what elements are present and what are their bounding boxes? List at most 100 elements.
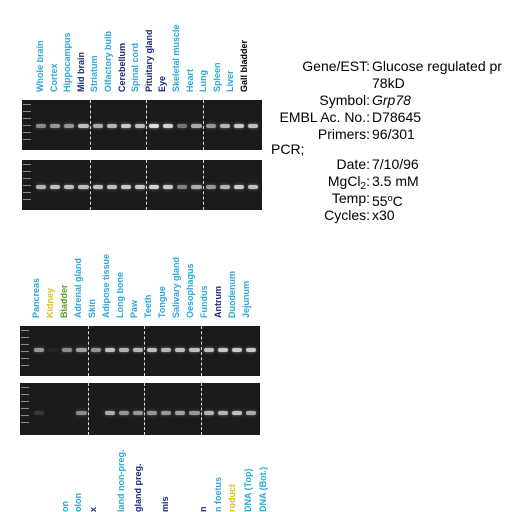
panel3-lane-label: olon — [73, 493, 83, 512]
panel2-gel-bottom — [20, 383, 260, 435]
panel2-lane-label: Antrum — [213, 286, 223, 318]
gene-key: Gene/EST: — [302, 58, 370, 74]
lane-divider — [146, 160, 147, 210]
ladder-mark — [23, 192, 31, 193]
panel1-bottom-band — [64, 185, 75, 189]
ladder-mark — [23, 118, 31, 119]
panel2-bottom-band — [118, 411, 129, 415]
lane-divider — [89, 160, 91, 210]
cycles-key: Cycles: — [324, 207, 370, 223]
panel1-top-band — [50, 124, 61, 128]
ladder-mark — [23, 178, 31, 179]
panel2-bottom-band — [132, 411, 143, 415]
lane-divider — [202, 100, 204, 150]
ladder-mark — [21, 415, 29, 416]
panel1-bottom-band — [50, 185, 61, 189]
panel1-top-band — [92, 124, 103, 128]
date-key: Date: — [336, 156, 370, 172]
panel2-gel-top — [20, 326, 260, 376]
panel3-lane-label: n — [198, 506, 208, 512]
panel2-lane-label: Pancreas — [31, 277, 41, 318]
date-value: 7/10/96 — [372, 156, 419, 172]
cycles-value: x30 — [372, 207, 395, 223]
panel2-top-band — [161, 348, 172, 352]
panel2-lane-label: Kidney — [45, 287, 55, 318]
panel2-bottom-band — [217, 411, 228, 415]
panel3-lane-label: x — [88, 506, 98, 512]
ladder-mark — [21, 394, 29, 395]
panel2-lane-label: Paw — [129, 299, 139, 318]
panel2-top-band — [132, 348, 143, 352]
panel1-bottom-band — [36, 185, 47, 189]
panel1-top-band — [120, 124, 131, 128]
panel2-bottom-band — [76, 411, 87, 415]
mgcl-key: MgCl2: — [328, 173, 370, 195]
panel1-bottom-band — [191, 185, 202, 189]
panel1-top-band — [191, 124, 202, 128]
panel1-gel-top — [22, 100, 262, 150]
ladder-mark — [23, 171, 31, 172]
panel1-bottom-band — [149, 185, 160, 189]
ladder-mark — [21, 330, 29, 331]
mgcl-key-main: MgCl — [327, 173, 361, 189]
lane-divider — [144, 326, 145, 376]
panel2-top-band — [76, 348, 87, 352]
ladder-mark — [21, 422, 29, 423]
panel1-bottom-band — [205, 185, 216, 189]
temp-value-unit: C — [392, 193, 403, 209]
mgcl-key-sub: 2 — [360, 181, 367, 192]
ladder-mark — [23, 185, 31, 186]
lane-divider — [144, 383, 145, 435]
panel2-top-band — [203, 348, 214, 352]
ladder-mark — [21, 401, 29, 402]
panel1-top-band — [233, 124, 244, 128]
ladder-mark — [23, 132, 31, 133]
ladder-mark — [21, 365, 29, 366]
panel1-bottom-band — [92, 185, 103, 189]
panel2-lane-label: Adrenal gland — [73, 257, 83, 318]
panel2-top-band — [34, 348, 45, 352]
ladder-mark — [23, 125, 31, 126]
panel2-top-band — [90, 348, 101, 352]
panel1-bottom-band — [106, 185, 117, 189]
panel2-bottom-band — [147, 411, 158, 415]
panel1-gel-bottom — [22, 160, 262, 210]
panel1-top-band — [134, 124, 145, 128]
panel1-top-band — [247, 124, 258, 128]
panel2-top-band — [147, 348, 158, 352]
panel1-bottom-band — [78, 185, 89, 189]
panel1-bottom-band — [219, 185, 230, 189]
panel2-lane-label: Adipose tissue — [101, 253, 111, 318]
lane-divider — [200, 326, 202, 376]
lane-divider — [87, 326, 89, 376]
ladder-mark — [23, 139, 31, 140]
ladder-mark — [21, 337, 29, 338]
panel1-top-band — [64, 124, 75, 128]
gene-info-block: Gene/EST: Glucose regulated pr 78kD Symb… — [0, 58, 512, 228]
panel1-bottom-band — [247, 185, 258, 189]
temp-value-num: 55 — [372, 193, 388, 209]
panel3-lane-label: n foetus — [213, 477, 223, 512]
ladder-mark — [21, 344, 29, 345]
panel3-lane-label: land non-preg. — [116, 449, 126, 512]
panel2-top-band — [62, 348, 73, 352]
panel1-top-band — [163, 124, 174, 128]
gene-value: Glucose regulated pr — [372, 58, 502, 74]
panel2-lane-label: Bladder — [59, 284, 69, 318]
primers-key: Primers: — [317, 126, 370, 142]
panel2-lane-label: Fundus — [199, 285, 209, 319]
panel3-lane-label: DNA (Top) — [243, 468, 253, 512]
ladder-mark — [23, 111, 31, 112]
panel1-top-band — [219, 124, 230, 128]
panel2-lane-label: Oesophagus — [185, 263, 195, 318]
panel2-lane-label: Salivary gland — [171, 256, 181, 318]
panel2-bottom-band — [175, 411, 186, 415]
panel1-bottom-band — [177, 185, 188, 189]
panel2-top-band — [217, 348, 228, 352]
panel1-top-band — [106, 124, 117, 128]
panel2-lane-label: Teeth — [143, 294, 153, 318]
lane-divider — [202, 160, 204, 210]
symbol-value: Grp78 — [372, 92, 411, 108]
primers-value: 96/301 — [372, 126, 415, 142]
panel1-top-band — [78, 124, 89, 128]
